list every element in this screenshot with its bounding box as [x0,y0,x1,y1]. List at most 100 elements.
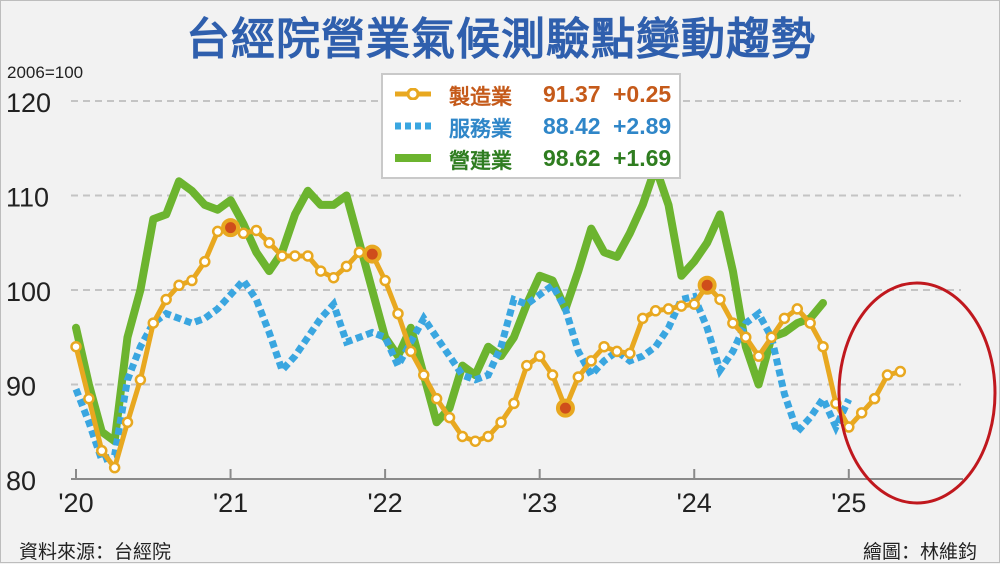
series-lines [70,163,907,474]
manufacturing-point [186,274,198,287]
manufacturing-point [611,345,623,358]
manufacturing-point [289,250,301,262]
manufacturing-point [314,265,327,277]
manufacturing-point [199,255,211,268]
services-swatch-icon [395,122,431,130]
legend-item-manufacturing: 製造業 91.37 +0.25 [383,79,679,109]
series-line-services [72,274,852,465]
manufacturing-point [276,250,288,262]
x-tick-label: '25 [831,488,866,518]
manufacturing-point [598,340,610,353]
x-tick-label: '22 [368,488,403,518]
manufacturing-point [881,369,894,381]
legend-label-manufacturing: 製造業 [449,85,512,109]
legend-item-construction: 營建業 98.62 +1.69 [383,143,679,173]
manufacturing-point [804,317,816,329]
y-tick-label: 100 [6,277,51,307]
manufacturing-point [868,392,881,405]
base-index-note: 2006=100 [7,63,84,82]
manufacturing-point [379,274,391,287]
manufacturing-point-emphasis [362,244,382,264]
x-tick-label: '23 [522,488,557,518]
y-tick-label: 120 [6,88,51,118]
manufacturing-point-emphasis [697,275,717,295]
manufacturing-point [855,407,868,419]
manufacturing-point [740,331,752,343]
source-note: 資料來源：台經院 [19,541,172,563]
manufacturing-point [894,365,907,378]
legend-change-manufacturing: +0.25 [613,81,672,107]
manufacturing-point [147,317,160,329]
y-tick-label: 80 [6,466,36,496]
manufacturing-point [237,227,250,240]
y-tick-label: 110 [6,183,49,213]
manufacturing-point [83,392,95,405]
manufacturing-point [302,250,314,262]
legend-change-services: +2.89 [613,113,672,139]
manufacturing-point [714,293,726,306]
legend-label-services: 服務業 [449,117,512,141]
manufacturing-point [327,271,340,284]
manufacturing-point [727,317,739,329]
highlight-circle [837,281,997,505]
manufacturing-point [70,340,82,353]
manufacturing-point [817,340,829,353]
x-tick-label: '21 [213,488,248,518]
manufacturing-swatch-icon [395,88,431,100]
legend-value-construction: 98.62 [543,145,601,171]
construction-swatch-icon [395,154,431,162]
legend: 製造業 91.37 +0.25 服務業 88.42 +2.89 營建業 98.6… [381,73,681,179]
x-tick-label: '20 [58,488,93,518]
manufacturing-point [469,435,482,447]
manufacturing-point [752,350,765,362]
y-tick-label: 90 [6,372,36,402]
manufacturing-point [263,237,275,249]
highlight-layer [837,281,997,505]
manufacturing-point [173,279,185,292]
axis-labels: 80 90 100 110 120 '20 '21 '22 '23 '24 '25 [6,88,963,518]
manufacturing-point [121,416,134,429]
manufacturing-point [636,312,649,325]
manufacturing-point [108,461,121,474]
manufacturing-point [96,444,108,457]
legend-value-manufacturing: 91.37 [543,81,601,107]
manufacturing-point [572,371,585,383]
manufacturing-point [211,225,224,238]
manufacturing-point [675,300,688,312]
legend-value-services: 88.42 [543,113,601,139]
manufacturing-point [688,298,700,310]
manufacturing-point [430,392,443,405]
manufacturing-point [418,369,430,381]
manufacturing-point [649,305,662,317]
manufacturing-point [405,345,417,358]
manufacturing-point [765,331,778,343]
manufacturing-point-emphasis [555,398,575,418]
manufacturing-point [443,411,456,424]
manufacturing-point [546,369,559,381]
manufacturing-point [456,430,469,443]
manufacturing-point [160,293,172,306]
manufacturing-point [495,416,507,429]
manufacturing-point-emphasis [221,218,241,238]
credit-note: 繪圖：林維鈞 [862,541,977,563]
x-tick-label: '24 [677,488,712,518]
manufacturing-point [134,374,147,386]
manufacturing-point [482,430,494,443]
manufacturing-point [662,303,675,315]
manufacturing-point [392,307,404,320]
manufacturing-point [624,347,636,360]
manufacturing-point [791,303,804,315]
manufacturing-point [533,350,546,362]
series-line-construction [72,163,827,446]
manufacturing-point [508,397,520,410]
manufacturing-point [585,355,597,367]
manufacturing-point [521,359,533,372]
legend-item-services: 服務業 88.42 +2.89 [383,111,679,141]
manufacturing-point [250,224,263,237]
manufacturing-point [843,421,855,433]
manufacturing-point [353,246,366,258]
manufacturing-point [340,260,353,273]
legend-change-construction: +1.69 [613,145,672,171]
